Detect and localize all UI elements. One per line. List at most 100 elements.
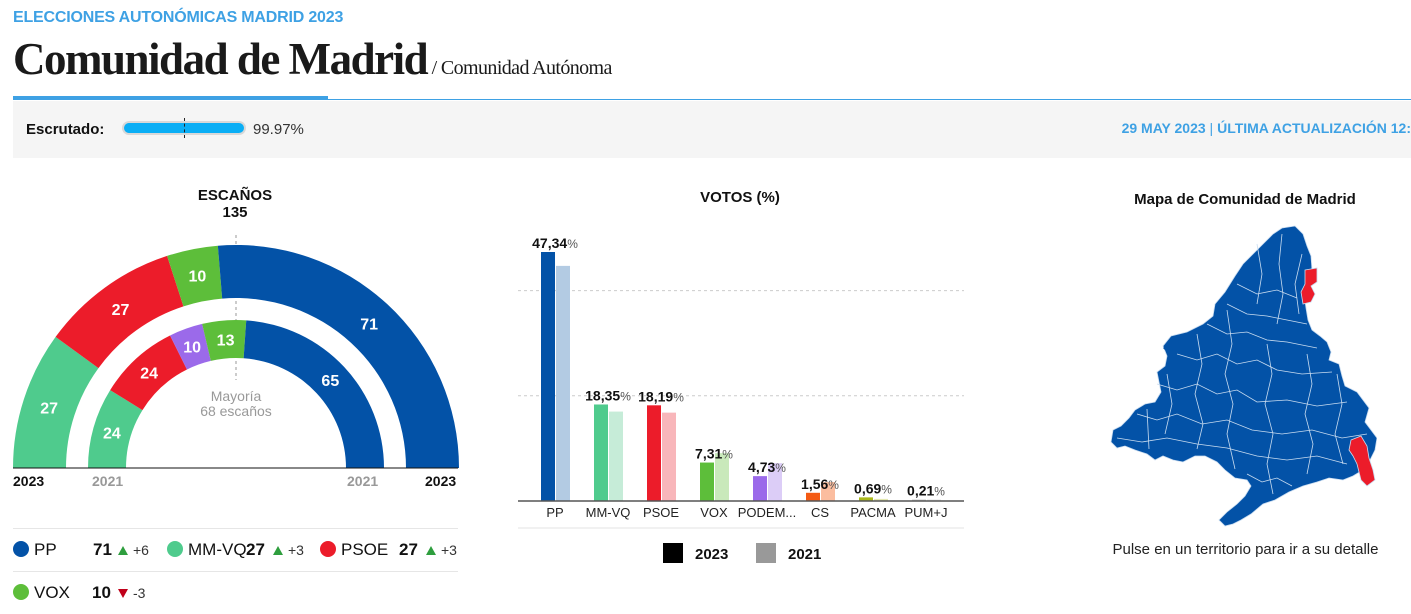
psoe-dot-icon: [320, 541, 336, 557]
seats-2023-arc-pp[interactable]: [217, 245, 459, 468]
seats-2021-seat-label: 13: [217, 332, 235, 349]
header-rule-accent: [13, 96, 328, 100]
legend-delta-value: +3: [441, 542, 457, 558]
bar-2023[interactable]: [594, 404, 608, 501]
seats-2023-arc-mm-vq[interactable]: [13, 336, 99, 468]
seats-2023-seat-label: 10: [188, 268, 206, 285]
legend-seats: 71: [93, 540, 112, 559]
bar-value-label: 0,69%: [854, 480, 892, 496]
bar-2021[interactable]: [715, 453, 729, 501]
legend-label-2023: 2023: [695, 546, 729, 563]
scrutiny-label: Escrutado:: [26, 121, 105, 138]
map-region-psoe-north[interactable]: [1300, 267, 1318, 305]
scrutiny-value: 99.97%: [253, 121, 304, 138]
bar-2023[interactable]: [700, 462, 714, 501]
scrutiny-progress-fill: [124, 123, 244, 133]
bar-value-label: 7,31%: [695, 446, 733, 462]
down-arrow-icon: [118, 589, 128, 598]
legend-2023: 2023: [663, 543, 728, 563]
seats-2021-seat-label: 65: [321, 373, 339, 390]
legend-seats: 27: [246, 540, 265, 559]
title-row: Comunidad de Madrid / Comunidad Autónoma: [13, 33, 612, 85]
seats-legend-row-2: VOX 10 -3: [13, 571, 458, 614]
bar-2021[interactable]: [609, 411, 623, 501]
legend-label-2021: 2021: [788, 546, 822, 563]
seats-2021-arc-psoe[interactable]: [110, 335, 187, 411]
bar-2021[interactable]: [768, 463, 782, 501]
update-info: 29 MAY 2023 | ÚLTIMA ACTUALIZACIÓN 12:: [1122, 120, 1411, 136]
bar-2023[interactable]: [541, 252, 555, 501]
bar-2023[interactable]: [647, 405, 661, 501]
up-arrow-icon: [426, 546, 436, 555]
map-title: Mapa de Comunidad de Madrid: [1134, 191, 1356, 208]
map-hint: Pulse en un territorio para ir a su deta…: [1112, 541, 1379, 558]
bar-2023[interactable]: [753, 476, 767, 501]
bar-2023[interactable]: [859, 497, 873, 501]
bar-value-label: 18,19%: [638, 388, 684, 404]
legend-party-vox[interactable]: VOX: [13, 583, 70, 603]
bar-2021[interactable]: [662, 412, 676, 501]
madrid-municipalities-map[interactable]: [1107, 224, 1377, 529]
legend-party-mmvq[interactable]: MM-VQ: [167, 540, 247, 560]
bar-2023[interactable]: [806, 492, 820, 501]
year-outer-left: 2023: [13, 473, 45, 489]
seats-title-label: ESCAÑOS: [197, 187, 273, 204]
legend-swatch-2021: [756, 543, 776, 563]
year-inner-left: 2021: [92, 473, 124, 489]
votes-title: VOTOS (%): [700, 189, 780, 206]
majority-value: 68 escaños: [200, 403, 272, 419]
seats-2021-arc-vox[interactable]: [202, 320, 247, 361]
status-bar: Escrutado: 99.97% 29 MAY 2023 | ÚLTIMA A…: [13, 101, 1411, 158]
bar-value-label: 1,56%: [801, 476, 839, 492]
legend-party-psoe[interactable]: PSOE: [320, 540, 388, 560]
x-tick-label: VOX: [700, 505, 728, 520]
year-inner-right: 2021: [347, 473, 379, 489]
legend-swatch-2023: [663, 543, 683, 563]
bar-value-label: 18,35%: [585, 387, 631, 403]
progress-midpoint-marker: [184, 118, 185, 138]
x-tick-label: PP: [546, 505, 563, 520]
legend-seats: 10: [92, 583, 111, 602]
legend-delta: +6: [118, 542, 149, 558]
legend-delta: +3: [426, 542, 457, 558]
header-rule: [13, 99, 1411, 100]
update-time: ÚLTIMA ACTUALIZACIÓN 12:: [1217, 120, 1411, 136]
seats-hemicycle: 27 27 10 71 24 24 10 13 65 Mayoría 68 escaños: [13, 235, 459, 469]
seats-2023-arc-psoe[interactable]: [55, 255, 184, 369]
seats-2021-arc-pp[interactable]: [243, 320, 385, 468]
bar-2021[interactable]: [556, 265, 570, 501]
bar-value-label: 0,21%: [907, 483, 945, 499]
map-region-psoe-southeast[interactable]: [1348, 435, 1376, 487]
majority-label: Mayoría: [211, 388, 262, 404]
legend-delta-value: +6: [133, 542, 149, 558]
seats-2023-seat-label: 27: [40, 400, 58, 417]
seats-2021-seat-label: 24: [103, 426, 121, 443]
seats-legend-row-1: PP 71 +6 MM-VQ 27 +3 PSOE 27 +3: [13, 528, 458, 571]
election-kicker: ELECCIONES AUTONÓMICAS MADRID 2023: [13, 9, 344, 26]
bar-value-label: 4,73%: [748, 459, 786, 475]
seats-2021-seat-label: 24: [140, 366, 158, 383]
seats-2023-seat-label: 71: [360, 317, 378, 334]
map-region-pp-islet[interactable]: [1163, 344, 1173, 352]
legend-party-name: PP: [34, 540, 57, 559]
seats-2023-seat-label: 27: [112, 302, 130, 319]
legend-delta: +3: [273, 542, 304, 558]
bar-2021[interactable]: [874, 498, 888, 501]
legend-seats: 27: [399, 540, 418, 559]
legend-delta: -3: [118, 585, 145, 601]
x-tick-label: PSOE: [643, 505, 679, 520]
legend-party-pp[interactable]: PP: [13, 540, 57, 560]
year-outer-right: 2023: [425, 473, 457, 489]
votes-bar-chart: 47,34% 18,35% 18,19% 7,31% 4,73% 1,56% 0,69% 0,…: [518, 235, 964, 529]
legend-party-name: VOX: [34, 583, 70, 602]
x-tick-label: PUM+J: [905, 505, 948, 520]
x-tick-label: MM-VQ: [586, 505, 631, 520]
seats-2021-arc-mm-vq[interactable]: [88, 390, 143, 468]
bar-2021[interactable]: [821, 482, 835, 501]
map-region-pp[interactable]: [1110, 225, 1377, 527]
seats-2021-arc-podemos[interactable]: [170, 323, 211, 370]
seats-total: 135: [222, 204, 248, 221]
seats-2023-arc-vox[interactable]: [167, 245, 223, 307]
legend-party-name: PSOE: [341, 540, 389, 559]
up-arrow-icon: [273, 546, 283, 555]
